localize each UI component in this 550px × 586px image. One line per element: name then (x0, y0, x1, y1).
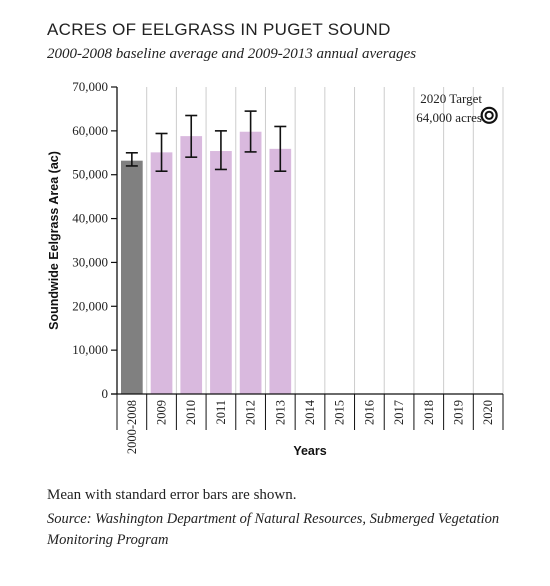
x-tick-label-2009: 2009 (155, 400, 169, 425)
bar-2009 (150, 152, 173, 394)
target-marker-outer (480, 106, 498, 124)
y-tick-label: 60,000 (72, 123, 108, 138)
x-tick-label-2012: 2012 (244, 400, 258, 425)
y-tick-label: 40,000 (72, 211, 108, 226)
x-tick-label-2000-2008: 2000-2008 (125, 400, 139, 454)
y-tick-label: 70,000 (72, 79, 108, 94)
y-tick-label: 0 (102, 386, 109, 401)
x-tick-label-2018: 2018 (422, 400, 436, 425)
x-tick-label-2014: 2014 (303, 399, 317, 425)
x-tick-label-2016: 2016 (362, 400, 376, 425)
target-marker-inner (484, 110, 494, 120)
bar-2012 (239, 131, 262, 394)
x-tick-label-2011: 2011 (214, 400, 228, 425)
chart-note: Mean with standard error bars are shown. (47, 487, 297, 503)
y-tick-label: 30,000 (72, 254, 108, 269)
bar-2000-2008 (121, 160, 143, 394)
x-axis-title: Years (293, 444, 326, 458)
bar-2010 (180, 136, 203, 394)
y-tick-label: 50,000 (72, 167, 108, 182)
x-tick-label-2019: 2019 (451, 400, 465, 425)
x-tick-label-2017: 2017 (392, 400, 406, 425)
y-tick-label: 20,000 (72, 298, 108, 313)
target-label-line2: 64,000 acres (416, 110, 482, 125)
y-tick-label: 10,000 (72, 342, 108, 357)
bar-2013 (269, 148, 292, 394)
target-label-line1: 2020 Target (420, 91, 482, 106)
chart-title: ACRES OF EELGRASS IN PUGET SOUND (47, 20, 391, 39)
x-tick-label-2020: 2020 (481, 400, 495, 425)
x-tick-label-2013: 2013 (273, 400, 287, 425)
x-tick-label-2010: 2010 (184, 400, 198, 425)
bar-2011 (210, 151, 232, 394)
x-tick-label-2015: 2015 (333, 400, 347, 425)
chart-subtitle: 2000-2008 baseline average and 2009-2013… (47, 46, 417, 62)
y-axis-title: Soundwide Eelgrass Area (ac) (47, 151, 61, 330)
chart-source: Source: Washington Department of Natural… (47, 511, 500, 548)
